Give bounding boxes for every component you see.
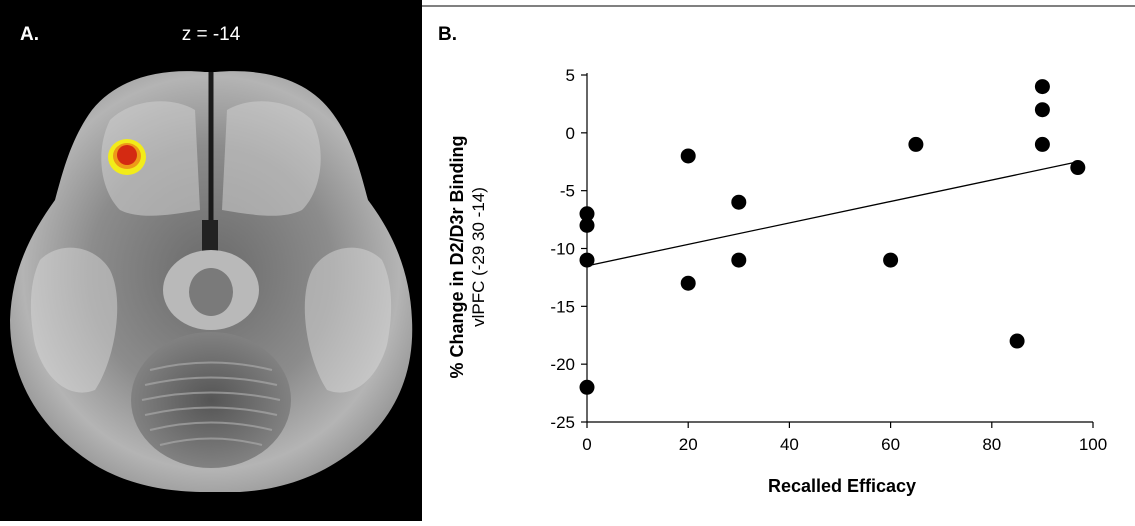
x-axis-label: Recalled Efficacy	[768, 476, 916, 496]
data-point	[1070, 160, 1086, 176]
trendline	[586, 161, 1078, 267]
y-axis-label: % Change in D2/D3r Binding	[447, 135, 467, 378]
data-point	[1034, 102, 1050, 118]
data-point	[579, 217, 595, 233]
data-points	[579, 79, 1086, 395]
cerebellum	[131, 332, 291, 468]
panel-a-label: A.	[20, 24, 39, 45]
y-tick-label: -25	[550, 413, 575, 432]
x-tick-label: 60	[881, 435, 900, 454]
y-axis-sublabel: vlPFC (-29 30 -14)	[469, 187, 488, 327]
midbrain-core	[189, 268, 233, 316]
data-point	[1009, 333, 1025, 349]
data-point	[883, 252, 899, 268]
data-point	[908, 136, 924, 152]
x-tick-label: 20	[679, 435, 698, 454]
x-tick-label: 80	[982, 435, 1001, 454]
y-tick-label: -10	[550, 240, 575, 259]
y-tick-label: -5	[560, 182, 575, 201]
data-point	[731, 194, 747, 210]
slice-label: z = -14	[182, 24, 241, 45]
chart-axes	[586, 73, 1093, 423]
data-point	[579, 379, 595, 395]
y-tick-label: 5	[566, 66, 575, 85]
y-tick-label: -15	[550, 297, 575, 316]
temporal-left	[30, 247, 118, 393]
data-point	[1034, 79, 1050, 95]
midline-dark-spot	[202, 220, 218, 260]
data-point	[680, 275, 696, 291]
temporal-right	[304, 247, 392, 393]
x-tick-label: 0	[582, 435, 591, 454]
brain-slice-image: A. z = -14	[0, 0, 422, 521]
scatter-chart: B. 0 20 40 60 80 100 5 0 -5 -10 -15 -20 -25 Recalled…	[422, 5, 1135, 496]
panel-b-label: B.	[438, 24, 457, 45]
data-point	[1034, 136, 1050, 152]
cerebellum-folia	[141, 361, 281, 446]
data-point	[579, 206, 595, 222]
y-tick-label: -20	[550, 355, 575, 374]
data-point	[731, 252, 747, 268]
white-matter-left	[101, 101, 200, 216]
data-point	[680, 148, 696, 164]
activation-blob-inner	[117, 145, 137, 165]
data-point	[579, 252, 595, 268]
panel-b: B. 0 20 40 60 80 100 5 0 -5 -10 -15 -20 -25 Recalled…	[422, 0, 1135, 521]
x-tick-label: 40	[780, 435, 799, 454]
chart-ticks: 0 20 40 60 80 100 5 0 -5 -10 -15 -20 -25	[550, 66, 1107, 454]
x-tick-label: 100	[1079, 435, 1107, 454]
panel-a: A. z = -14	[0, 0, 422, 521]
white-matter-right	[222, 101, 321, 216]
y-tick-label: 0	[566, 124, 575, 143]
image-bottom-notch	[200, 492, 240, 521]
trendline-group	[586, 161, 1078, 267]
